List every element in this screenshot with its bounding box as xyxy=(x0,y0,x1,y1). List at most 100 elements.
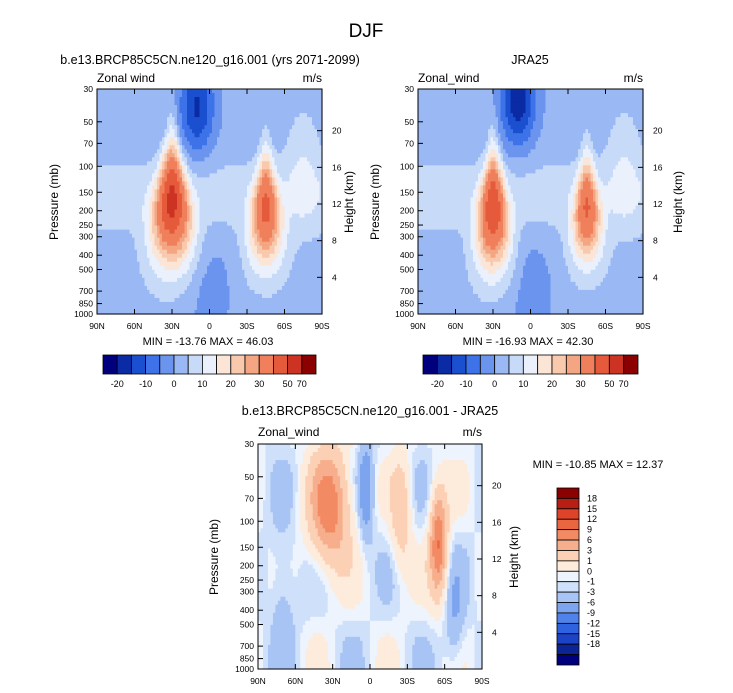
field-cell xyxy=(217,165,221,170)
field-cell xyxy=(159,273,163,279)
field-cell xyxy=(109,257,113,263)
field-cell xyxy=(162,181,166,187)
field-cell xyxy=(129,221,133,227)
field-cell xyxy=(204,117,208,122)
field-cell xyxy=(204,145,208,150)
field-cell xyxy=(127,189,131,195)
field-cell xyxy=(199,181,203,187)
field-cell xyxy=(147,281,151,287)
field-cell xyxy=(207,113,211,118)
field-cell xyxy=(154,273,158,279)
field-cell xyxy=(107,153,111,158)
field-cell xyxy=(184,209,188,215)
field-cell xyxy=(102,237,106,243)
field-cell xyxy=(107,197,111,203)
field-cell xyxy=(167,117,171,122)
field-cell xyxy=(202,141,206,146)
field-cell xyxy=(139,289,143,295)
field-cell xyxy=(132,109,136,114)
field-cell xyxy=(97,241,101,247)
field-cell xyxy=(177,305,181,311)
field-cell xyxy=(197,185,201,191)
field-cell xyxy=(219,281,223,287)
field-cell xyxy=(114,181,118,187)
field-cell xyxy=(177,157,181,162)
field-cell xyxy=(154,205,158,211)
field-cell xyxy=(104,269,108,275)
field-cell xyxy=(152,277,156,283)
field-cell xyxy=(129,185,133,191)
field-cell xyxy=(219,141,223,146)
field-cell xyxy=(117,301,121,307)
field-cell xyxy=(139,177,143,183)
field-cell xyxy=(232,193,236,199)
field-cell xyxy=(227,181,231,187)
field-cell xyxy=(124,265,128,271)
field-cell xyxy=(134,133,138,138)
field-cell xyxy=(162,285,166,291)
field-cell xyxy=(179,269,183,275)
field-cell xyxy=(172,89,176,94)
field-cell xyxy=(172,97,176,102)
field-cell xyxy=(119,105,123,110)
field-cell xyxy=(132,281,136,287)
field-cell xyxy=(224,157,228,162)
field-cell xyxy=(212,293,216,299)
field-cell xyxy=(107,117,111,122)
field-cell xyxy=(234,309,238,315)
field-cell xyxy=(189,201,193,207)
field-cell xyxy=(147,129,151,134)
field-cell xyxy=(122,273,126,279)
field-cell xyxy=(142,117,146,122)
field-cell xyxy=(167,129,171,134)
field-cell xyxy=(132,165,136,170)
field-cell xyxy=(224,177,228,183)
field-cell xyxy=(139,197,143,203)
field-cell xyxy=(174,161,178,166)
field-cell xyxy=(107,173,111,178)
field-cell xyxy=(107,269,111,275)
field-cell xyxy=(234,301,238,307)
field-cell xyxy=(122,209,126,215)
field-cell xyxy=(142,245,146,251)
field-cell xyxy=(119,297,123,303)
field-cell xyxy=(237,301,241,307)
field-cell xyxy=(192,189,196,195)
field-cell xyxy=(147,285,151,291)
field-cell xyxy=(107,277,111,283)
field-cell xyxy=(217,145,221,150)
field-cell xyxy=(182,145,186,150)
field-cell xyxy=(222,165,226,170)
field-cell xyxy=(137,301,141,307)
field-cell xyxy=(119,177,123,183)
field-cell xyxy=(207,129,211,134)
field-cell xyxy=(142,169,146,174)
field-cell xyxy=(139,101,143,106)
field-cell xyxy=(184,137,188,142)
field-cell xyxy=(147,293,151,299)
field-cell xyxy=(152,189,156,195)
field-cell xyxy=(162,165,166,170)
field-cell xyxy=(164,305,168,311)
field-cell xyxy=(194,141,198,146)
field-cell xyxy=(182,165,186,170)
field-cell xyxy=(169,217,173,223)
field-cell xyxy=(162,265,166,271)
field-cell xyxy=(99,153,103,158)
field-cell xyxy=(122,265,126,271)
field-cell xyxy=(234,121,238,126)
field-cell xyxy=(107,177,111,183)
field-cell xyxy=(112,109,116,114)
field-cell xyxy=(167,185,171,191)
field-cell xyxy=(159,97,163,102)
field-cell xyxy=(229,293,233,299)
field-cell xyxy=(122,105,126,110)
field-cell xyxy=(154,153,158,158)
field-cell xyxy=(187,297,191,303)
field-cell xyxy=(164,93,168,98)
field-cell xyxy=(182,89,186,94)
field-cell xyxy=(202,225,206,231)
field-cell xyxy=(134,229,138,235)
field-cell xyxy=(194,293,198,299)
field-cell xyxy=(179,189,183,195)
